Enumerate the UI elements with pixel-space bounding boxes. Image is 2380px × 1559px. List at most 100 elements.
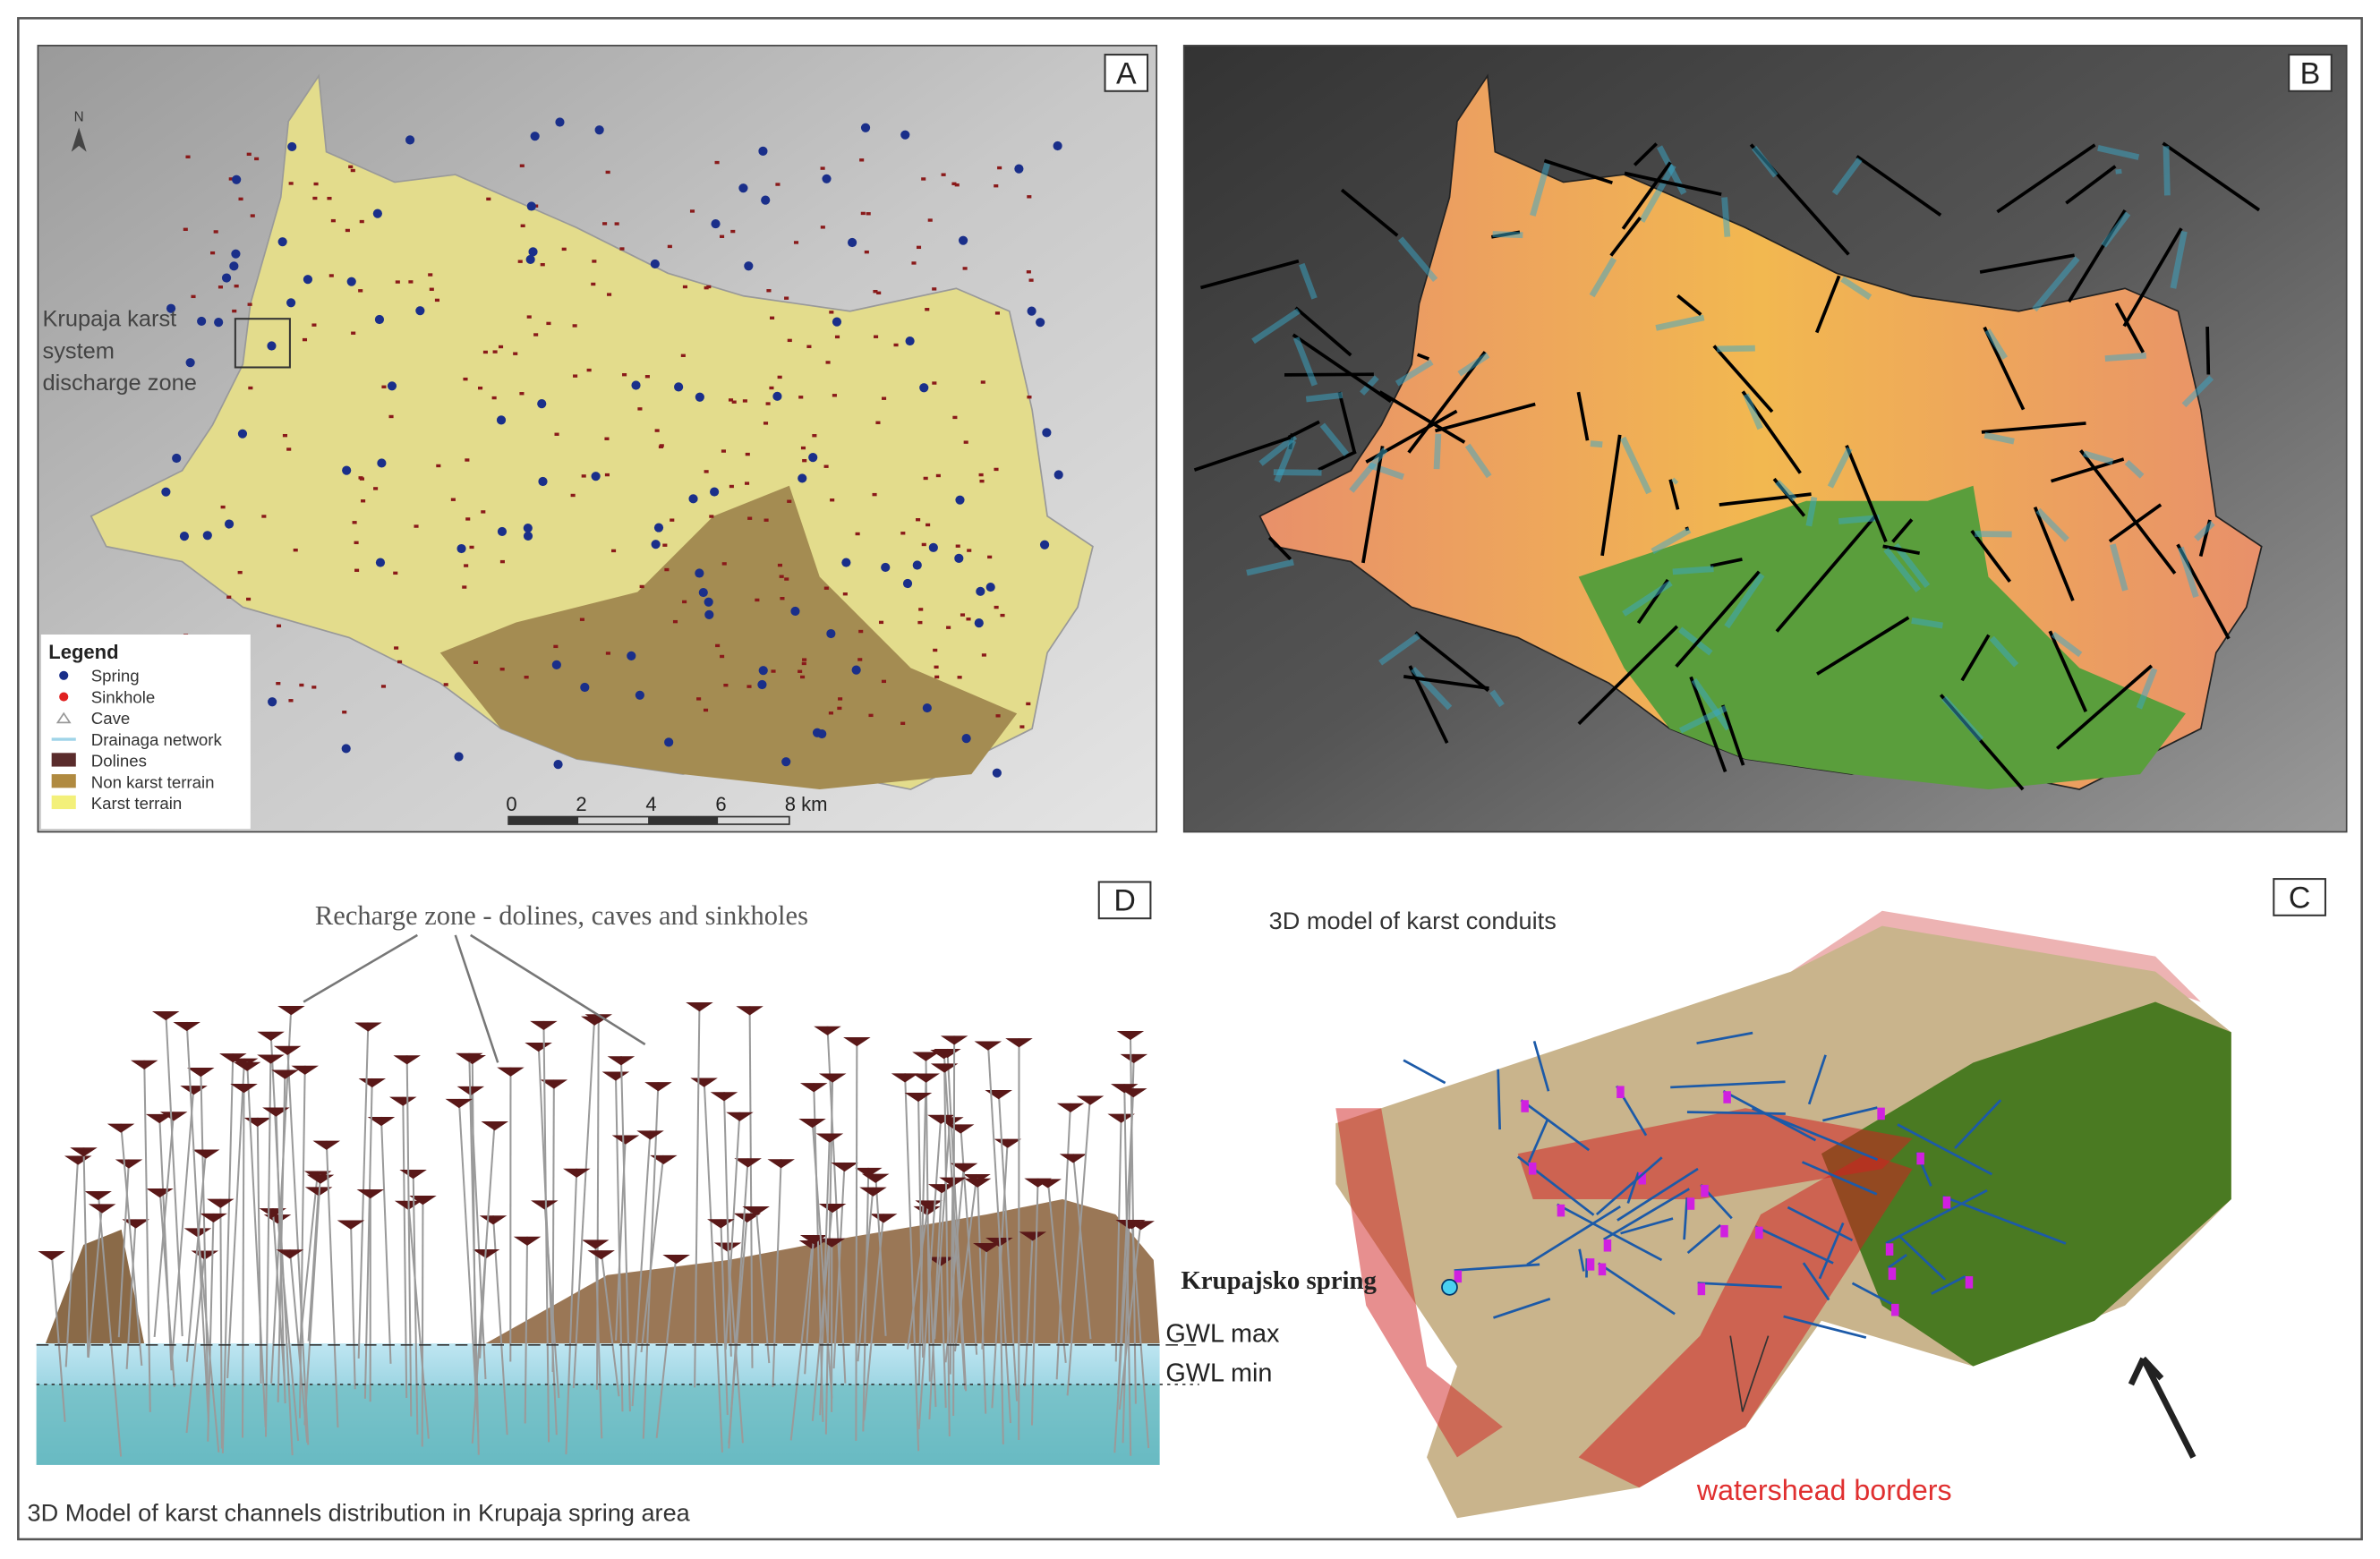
doline (282, 433, 287, 438)
doline (107, 1123, 135, 1133)
doline (784, 296, 789, 300)
spring (695, 568, 704, 578)
doline (932, 287, 937, 291)
spring (530, 132, 540, 141)
doline (497, 1067, 525, 1077)
doline (820, 166, 825, 170)
spring (377, 458, 387, 468)
spring (738, 183, 748, 193)
channel (405, 1055, 413, 1417)
doline (570, 493, 576, 498)
doline (934, 675, 940, 679)
channel (412, 1170, 419, 1435)
spring (237, 429, 248, 439)
doline (271, 1069, 299, 1079)
channel (642, 1082, 660, 1439)
doline (680, 354, 686, 357)
doline (729, 484, 734, 489)
conduit (1783, 1315, 1867, 1339)
conduit (1434, 402, 1536, 433)
north-symbol (71, 127, 87, 152)
spring (881, 562, 891, 573)
channel (264, 1054, 272, 1437)
spring (224, 519, 235, 529)
spring (1042, 428, 1052, 438)
conduit (1689, 676, 1727, 773)
spring (303, 275, 313, 285)
scale-bar: 0 2 4 6 8 km (506, 793, 828, 825)
borders-label: watershead borders (1696, 1474, 1952, 1506)
conduit-halo (1251, 308, 1301, 345)
conduit-halo (1984, 328, 2009, 361)
doline (408, 280, 414, 284)
doline (276, 681, 281, 686)
spring (456, 543, 466, 554)
conduit (1557, 1203, 1663, 1262)
conduit-halo (1299, 262, 1318, 300)
channel (1071, 1154, 1092, 1340)
doline (525, 1043, 552, 1052)
spring (848, 237, 857, 248)
doline (261, 515, 267, 518)
conduit-halo (1622, 580, 1673, 617)
channel (143, 1060, 151, 1412)
doline (1024, 1178, 1052, 1188)
scale-label: 8 km (785, 793, 828, 815)
conduit (1497, 1069, 1501, 1130)
doline (704, 470, 709, 473)
spring (902, 578, 913, 589)
channel (862, 1167, 870, 1432)
conduit-halo (2104, 352, 2147, 362)
spring (900, 130, 910, 140)
doline (428, 273, 433, 277)
conduit (1807, 1054, 1827, 1105)
legend-swatch (51, 774, 76, 788)
doline (64, 1155, 92, 1165)
doline (130, 1060, 158, 1069)
conduit (1885, 1188, 1988, 1245)
doline (299, 683, 304, 687)
legend-title: Legend (48, 641, 118, 663)
doline (832, 394, 837, 397)
doline (263, 1214, 292, 1224)
spring (664, 737, 674, 747)
channel (977, 1178, 987, 1414)
channel (307, 1187, 320, 1342)
spring (826, 628, 836, 639)
panel-d: GWL max GWL min Recharge zone - dolines,… (28, 881, 1280, 1527)
doline (348, 165, 354, 169)
doline (858, 629, 864, 634)
pointer-arrows (303, 933, 646, 1063)
doline (815, 1133, 844, 1143)
channel (185, 1149, 208, 1362)
channel (960, 1124, 978, 1355)
conduit (1526, 1205, 1621, 1266)
conduit (1595, 1156, 1663, 1216)
doline (388, 1096, 417, 1106)
conduit (1287, 420, 1320, 439)
cave-marker (1586, 1258, 1595, 1271)
doline (481, 1121, 508, 1131)
doline (745, 481, 750, 485)
channel (748, 1006, 754, 1368)
panel-label-box (2273, 878, 2326, 916)
doline (912, 1073, 940, 1083)
panel-title: 3D model of karst conduits (1269, 907, 1557, 934)
doline (519, 164, 525, 167)
doline (200, 1213, 227, 1223)
doline (925, 308, 930, 311)
conduit (1683, 1197, 1689, 1240)
cave-marker (1755, 1226, 1763, 1240)
spring (974, 618, 984, 628)
conduit (1818, 1222, 1845, 1280)
channel (906, 1200, 930, 1350)
doline (662, 543, 668, 547)
doline (330, 218, 336, 223)
spring (286, 298, 296, 308)
doline (491, 396, 497, 400)
doline (860, 211, 866, 216)
channel (926, 1205, 937, 1408)
annotation: Krupaja karst (42, 307, 176, 332)
conduit-halo (2178, 546, 2199, 598)
